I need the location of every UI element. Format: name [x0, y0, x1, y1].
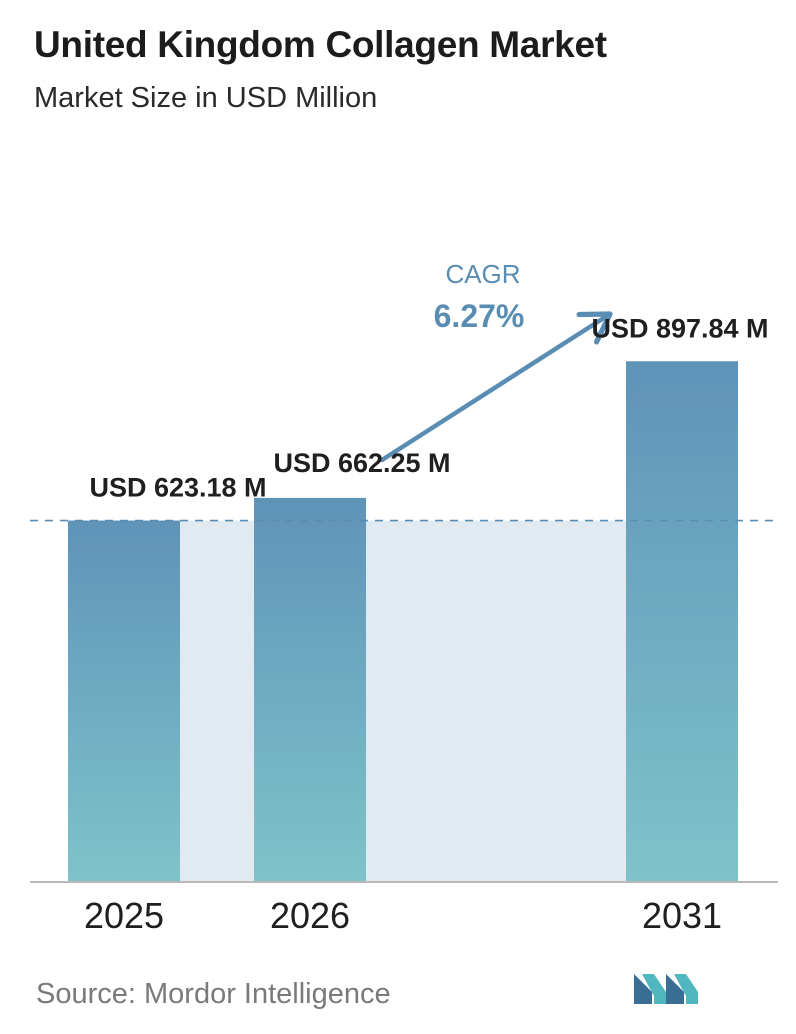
cagr-value: 6.27%: [434, 298, 525, 334]
source-note: Source: Mordor Intelligence: [36, 978, 391, 1010]
bar-2025: [68, 520, 180, 882]
x-tick-label-2026: 2026: [270, 895, 350, 936]
value-label-2031: USD 897.84 M: [591, 313, 768, 343]
mordor-intelligence-logo-icon: [634, 974, 698, 1004]
bar-2031: [626, 361, 738, 882]
chart-subtitle: Market Size in USD Million: [34, 82, 378, 114]
value-label-2025: USD 623.18 M: [89, 473, 266, 503]
bar-2026: [254, 497, 366, 882]
chart-title: United Kingdom Collagen Market: [34, 24, 607, 65]
cagr-arrow: [379, 311, 613, 463]
x-tick-label-2031: 2031: [642, 895, 722, 936]
cagr-label: CAGR: [445, 259, 520, 289]
x-tick-label-2025: 2025: [84, 895, 164, 936]
value-label-2026: USD 662.25 M: [273, 448, 450, 478]
